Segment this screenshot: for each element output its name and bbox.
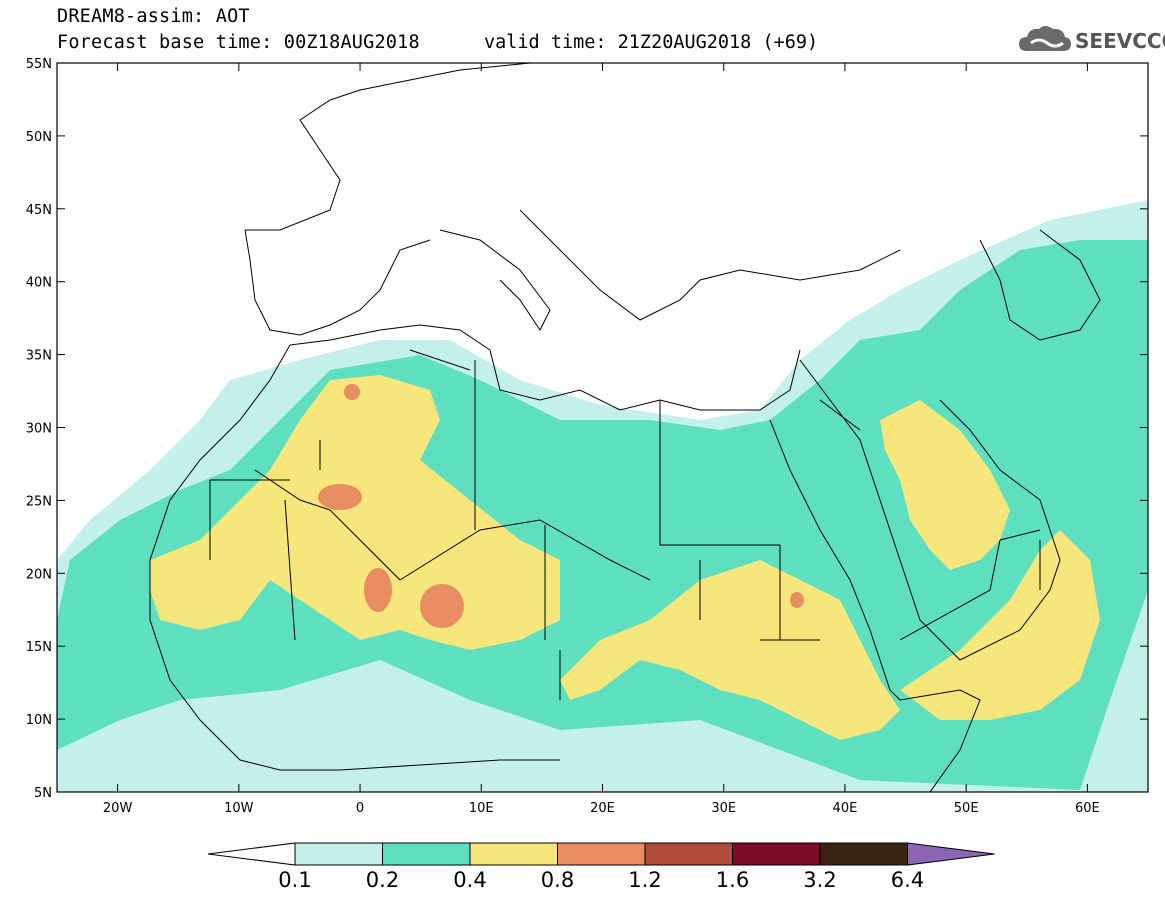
cloud-logo-icon [1019,26,1071,51]
colorbar-label: 0.8 [541,868,574,892]
colorbar-label: 0.2 [366,868,399,892]
aot-band-0.8-spot [344,384,360,400]
lat-label: 35N [26,349,52,364]
latitude-axis: 55N 50N 45N 40N 35N 30N 25N 20N 15N 10N 5N [26,57,1148,801]
lon-label: 10W [224,801,254,816]
colorbar-box [557,842,646,866]
colorbar-box [819,842,908,866]
lat-label: 30N [26,422,52,437]
colorbar-label: 0.1 [278,868,311,892]
aot-band-0.8-spot [420,584,464,628]
lat-label: 20N [26,567,52,582]
colorbar-box [294,842,383,866]
lat-label: 15N [26,640,52,655]
lat-label: 5N [34,786,52,801]
lon-label: 0 [356,801,364,816]
lat-label: 40N [26,276,52,291]
coastline-red-sea [769,419,901,701]
colorbar-label: 1.2 [628,868,661,892]
map-title: DREAM8-assim: AOT [57,6,250,27]
lon-label: 10E [469,801,494,816]
aot-band-0.8-spot [364,568,392,612]
colorbar: 0.1 0.2 0.4 0.8 1.2 1.6 3.2 6.4 [207,842,995,892]
longitude-axis: 20W 10W 0 10E 20E 30E 40E 50E 60E [103,63,1100,816]
lat-label: 25N [26,494,52,509]
aot-band-0.8-spot [790,592,804,608]
valid-time: valid time: 21Z20AUG2018 (+69) [484,32,819,53]
colorbar-box [469,842,558,866]
aot-band-0.4-arabia [880,400,1010,570]
lat-label: 50N [26,130,52,145]
coastline-europe [245,63,531,231]
lat-label: 55N [26,57,52,72]
colorbar-label: 6.4 [891,868,924,892]
coastline-iberia [244,229,431,336]
lat-label: 10N [26,713,52,728]
colorbar-label: 1.6 [716,868,749,892]
aot-band-0.4-oman [900,530,1100,720]
coastline-balkans [519,209,901,321]
colorbar-box [732,842,821,866]
lon-label: 50E [954,801,979,816]
aot-band-0.2 [57,240,1148,790]
lat-label: 45N [26,203,52,218]
aot-band-0.4-central [560,560,900,740]
coastline-arabia [799,359,1061,661]
colorbar-label: 3.2 [803,868,836,892]
lon-label: 20W [103,801,133,816]
coastline-caspian [979,229,1101,341]
border-lines [210,349,1041,700]
colorbar-over-triangle [907,842,995,866]
coastline-horn [899,689,981,792]
logo: SEEVCCC [1017,21,1165,57]
colorbar-under-triangle [207,842,296,866]
logo-text: SEEVCCC [1075,29,1165,53]
colorbar-label: 0.4 [453,868,486,892]
forecast-base-time: Forecast base time: 00Z18AUG2018 [57,32,420,53]
coastline-italy [439,229,551,331]
colorbar-box [644,842,733,866]
lon-label: 30E [711,801,736,816]
lon-label: 60E [1075,801,1100,816]
lon-label: 20E [590,801,615,816]
aot-field [57,200,1148,792]
aot-band-0.4-west [150,375,560,650]
coastline-north-africa [289,324,801,411]
colorbar-box [382,842,471,866]
lon-label: 40E [833,801,858,816]
border-lines [209,360,1001,641]
coastline-west-africa [149,344,560,771]
coastlines [149,63,1101,792]
aot-band-0.8-spot [318,484,362,510]
